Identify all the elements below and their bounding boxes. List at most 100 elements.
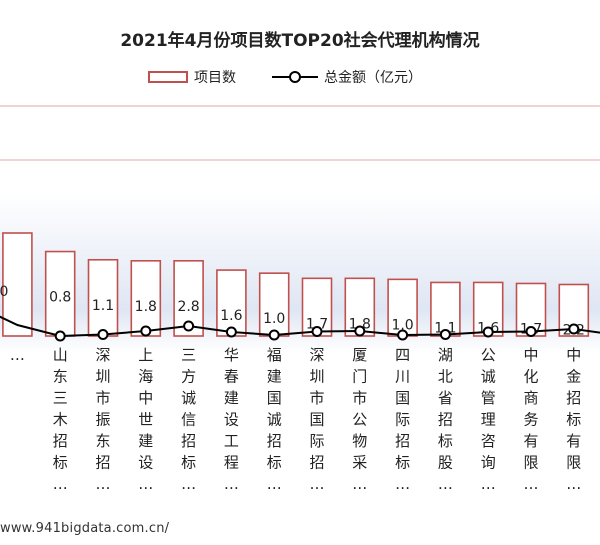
x-tick-label-char: 管 [481, 389, 496, 407]
x-tick-label-char: … [181, 475, 196, 493]
x-tick-label-char: 招 [309, 454, 324, 472]
x-tick-label-char: 木 [53, 411, 68, 429]
x-tick-label-char: 标 [566, 411, 581, 429]
x-tick-label-char: 设 [224, 411, 239, 429]
x-tick-label-char: 建 [138, 432, 153, 450]
legend-item-bar: 项目数 [148, 64, 236, 90]
x-tick-label-char: 东 [95, 432, 110, 450]
x-axis-labels: … 山东三木招标…深圳市振东招…上海中世建设…三方诚信招标…华春建设工程…福建国诚… [10, 346, 581, 493]
x-tick-label-char: … [395, 475, 410, 493]
x-tick-label-char: 三 [53, 389, 68, 407]
legend-line-swatch [272, 70, 318, 84]
x-tick-label-char: 工 [224, 432, 239, 450]
x-tick-label-char: 建 [224, 389, 239, 407]
x-tick-label-char: 国 [267, 389, 282, 407]
line-point [525, 326, 537, 337]
x-tick-label-char: 诚 [481, 368, 496, 386]
x-tick-label-char: … [310, 475, 325, 493]
x-tick-label-char: … [96, 475, 111, 493]
x-tick-label-char: 标 [181, 454, 196, 472]
bar-value-label: 1.8 [349, 316, 371, 332]
x-tick-label-char: 福 [267, 346, 282, 364]
x-tick-label-char: 湖 [438, 346, 453, 364]
x-tick-label-char: 圳 [309, 368, 324, 386]
x-tick-label-char: 方 [181, 368, 196, 386]
line-point [225, 326, 237, 338]
x-tick-label-char: 诚 [267, 411, 282, 429]
x-tick-label-char: … [524, 475, 539, 493]
x-tick-label-char: 金 [566, 368, 581, 386]
x-tick-label-char: 深 [309, 346, 324, 364]
x-tick-label-char: 有 [566, 432, 581, 450]
x-tick-label-char: … [138, 475, 153, 493]
x-tick-label-char: 标 [438, 432, 453, 450]
x-tick-label-char: 国 [309, 411, 324, 429]
x-tick-label-char: 程 [224, 454, 239, 472]
x-tick-label-char: 询 [481, 454, 496, 472]
chart-legend: 项目数 总金额（亿元） [0, 64, 600, 90]
x-tick-label-char: … [53, 475, 68, 493]
x-tick-label-char: 海 [138, 368, 153, 386]
x-tick-label-char: 公 [352, 411, 367, 429]
x-tick-label-char: … [267, 475, 282, 493]
x-tick-label-char: 诚 [181, 389, 196, 407]
x-tick-label-char: 深 [95, 346, 110, 364]
bar [430, 281, 461, 337]
line-point [140, 325, 152, 337]
line-series [0, 315, 600, 342]
chart-plot: 0.81.11.82.81.61.01.71.81.01.11.61.72.21… [0, 100, 600, 520]
x-tick-label-char: 信 [181, 411, 196, 429]
x-tick-label-char: 设 [138, 454, 153, 472]
x-tick-label-char: 山 [53, 346, 68, 364]
x-tick-label-char: 标 [395, 454, 410, 472]
x-tick-label-char: 限 [523, 454, 538, 472]
x-tick-label-char: 招 [395, 432, 410, 450]
x-tick-label-char: 上 [138, 346, 153, 364]
x-tick-label-char: … [352, 475, 367, 493]
line-point [183, 320, 195, 332]
x-tick-label-char: 务 [523, 411, 538, 429]
x-tick-label-char: 北 [438, 368, 453, 386]
x-tick-label-char: 限 [566, 454, 581, 472]
bar [130, 260, 162, 337]
x-tick-label-char: 招 [267, 432, 282, 450]
bar-value-label: 1.1 [92, 298, 114, 314]
line-point [397, 329, 409, 341]
bar [344, 277, 376, 337]
bar [258, 272, 290, 337]
bar-value-label: 0.8 [49, 290, 71, 306]
bar-value-label: 1.8 [135, 299, 157, 315]
x-tick-label-char: 招 [53, 432, 68, 450]
x-tick-label-char: 川 [395, 368, 410, 386]
x-tick-label-char: 门 [352, 368, 367, 386]
source-footer: www.941bigdata.com.cn/ [0, 521, 170, 536]
bar [2, 232, 33, 337]
bar-value-label: 1.0 [263, 311, 285, 327]
x-tick-label-char: 三 [181, 346, 196, 364]
x-tick-label-char: 理 [481, 411, 496, 429]
chart-title: 2021年4月份项目数TOP20社会代理机构情况 [120, 31, 480, 51]
legend-bar-label: 项目数 [194, 70, 236, 86]
line-point [354, 325, 366, 337]
x-tick-label-char: 物 [352, 432, 367, 450]
bar-series [2, 232, 590, 337]
x-tick-label-char: 振 [95, 411, 110, 429]
x-tick-label-char: 招 [566, 389, 581, 407]
x-tick-label-char: 标 [53, 454, 68, 472]
x-tick-label-char: 公 [481, 346, 496, 364]
x-tick-label-char: 化 [523, 368, 538, 386]
x-tick-label-char: 招 [181, 432, 196, 450]
x-tick-label-char: 咨 [481, 432, 496, 450]
x-tick-label-char: 市 [352, 389, 367, 407]
x-tick-label-char: 中 [523, 346, 538, 364]
x-tick-label-char: 商 [523, 389, 538, 407]
x-tick-label-char: … [566, 475, 581, 493]
bar-value-label: 1.7 [306, 316, 328, 332]
legend-bar-swatch [148, 71, 188, 83]
bar-value-label: 1.6 [220, 308, 242, 324]
x-tick-label-char: 际 [395, 411, 410, 429]
bar [216, 269, 247, 337]
x-tick-label-char: 厦 [352, 346, 367, 364]
bar-value-label: 1.0 [391, 317, 413, 333]
x-tick-label-char: 国 [395, 389, 410, 407]
